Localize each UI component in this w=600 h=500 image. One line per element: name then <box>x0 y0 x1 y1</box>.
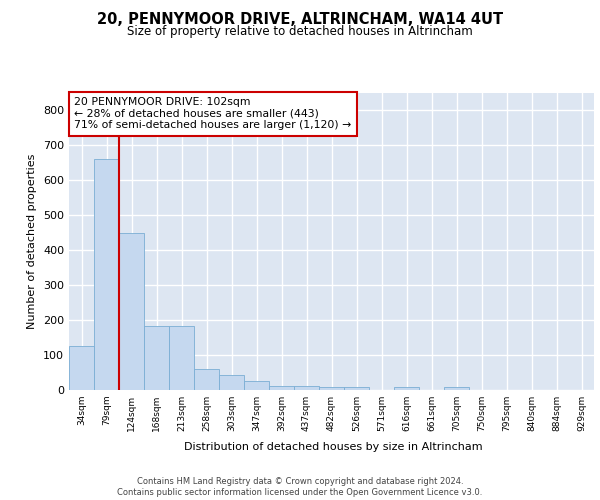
Text: Size of property relative to detached houses in Altrincham: Size of property relative to detached ho… <box>127 25 473 38</box>
Bar <box>319 386 344 390</box>
Bar <box>394 387 419 390</box>
Bar <box>244 381 269 390</box>
Bar <box>70 346 94 390</box>
Y-axis label: Number of detached properties: Number of detached properties <box>28 154 37 329</box>
Text: Distribution of detached houses by size in Altrincham: Distribution of detached houses by size … <box>184 442 482 452</box>
Text: Contains HM Land Registry data © Crown copyright and database right 2024.
Contai: Contains HM Land Registry data © Crown c… <box>118 478 482 497</box>
Bar <box>295 386 319 390</box>
Bar <box>119 232 143 390</box>
Bar <box>145 326 169 390</box>
Bar <box>445 387 469 390</box>
Bar <box>344 387 368 390</box>
Bar <box>269 386 293 390</box>
Text: 20 PENNYMOOR DRIVE: 102sqm
← 28% of detached houses are smaller (443)
71% of sem: 20 PENNYMOOR DRIVE: 102sqm ← 28% of deta… <box>74 97 352 130</box>
Bar <box>194 369 218 390</box>
Bar <box>169 326 194 390</box>
Bar <box>220 376 244 390</box>
Bar <box>94 159 119 390</box>
Text: 20, PENNYMOOR DRIVE, ALTRINCHAM, WA14 4UT: 20, PENNYMOOR DRIVE, ALTRINCHAM, WA14 4U… <box>97 12 503 28</box>
